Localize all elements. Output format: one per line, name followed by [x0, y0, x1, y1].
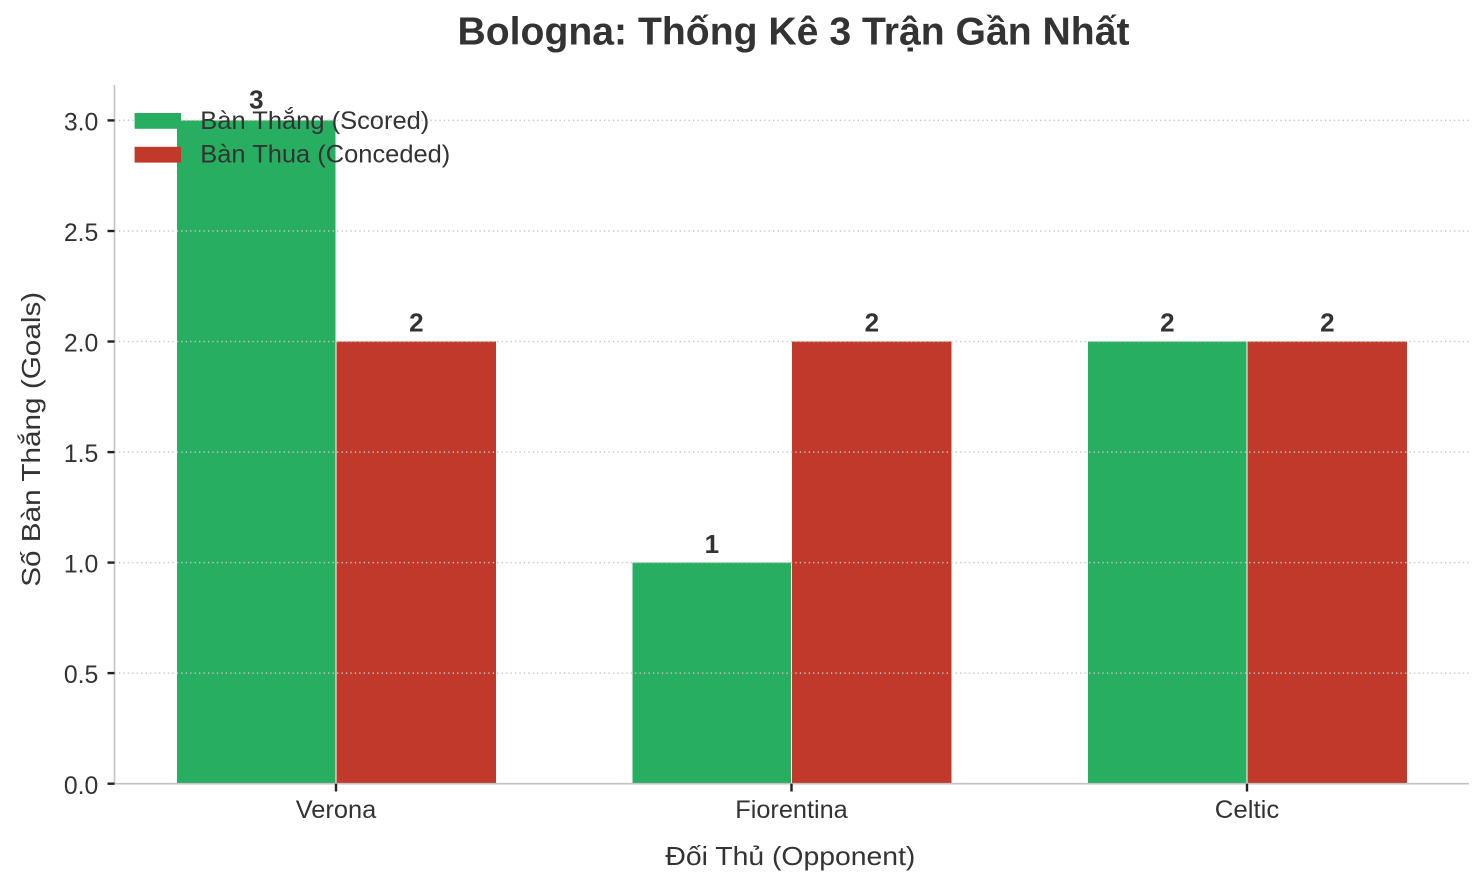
svg-text:2: 2 [1160, 308, 1174, 338]
svg-text:2: 2 [1320, 308, 1334, 338]
svg-text:Bàn Thua (Conceded): Bàn Thua (Conceded) [200, 141, 450, 169]
svg-text:Bàn Thắng (Scored): Bàn Thắng (Scored) [200, 106, 429, 135]
svg-text:3.0: 3.0 [64, 110, 98, 137]
svg-text:1.0: 1.0 [64, 552, 98, 579]
svg-text:Đối Thủ (Opponent): Đối Thủ (Opponent) [665, 841, 915, 871]
svg-text:0.0: 0.0 [64, 773, 98, 800]
svg-text:Celtic: Celtic [1215, 796, 1280, 824]
svg-text:Bologna: Thống Kê 3 Trận Gần N: Bologna: Thống Kê 3 Trận Gần Nhất [458, 11, 1130, 54]
svg-text:0.5: 0.5 [64, 662, 98, 689]
svg-text:3: 3 [249, 85, 263, 115]
svg-text:2.5: 2.5 [64, 220, 98, 247]
svg-text:2.0: 2.0 [64, 331, 98, 358]
svg-text:Số Bàn Thắng (Goals): Số Bàn Thắng (Goals) [16, 292, 46, 587]
svg-text:1.5: 1.5 [64, 441, 98, 468]
svg-text:Fiorentina: Fiorentina [735, 796, 848, 824]
svg-text:Verona: Verona [296, 796, 377, 824]
svg-text:1: 1 [705, 529, 719, 559]
svg-text:2: 2 [409, 308, 423, 338]
svg-text:2: 2 [865, 308, 879, 338]
